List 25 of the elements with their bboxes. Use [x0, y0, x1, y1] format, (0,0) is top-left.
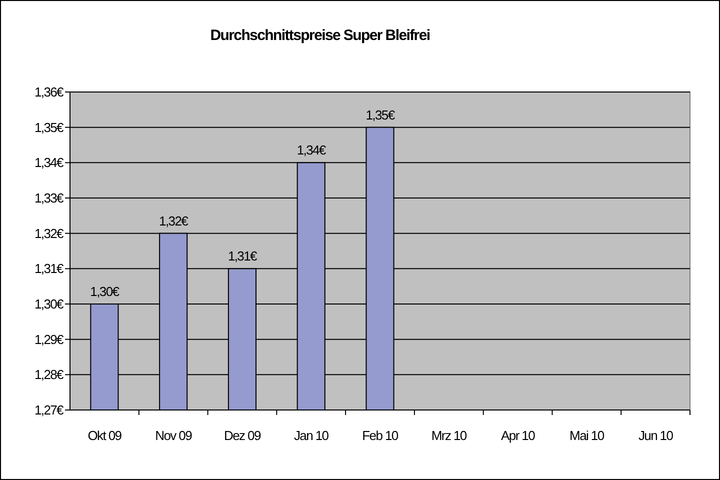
y-tick-label: 1,35€: [34, 120, 65, 135]
x-tick-label: Mai 10: [570, 428, 604, 443]
y-tick-label: 1,32€: [34, 226, 65, 241]
x-tick-label: Dez 09: [224, 428, 261, 443]
x-tick-label: Jun 10: [638, 428, 674, 443]
x-tick-label: Feb 10: [362, 428, 398, 443]
data-label: 1,32€: [159, 213, 190, 228]
y-tick-label: 1,30€: [34, 296, 65, 312]
x-tick-label: Jan 10: [294, 428, 329, 443]
x-tick-label: Apr 10: [501, 428, 536, 443]
chart-title: Durchschnittspreise Super Bleifrei: [210, 27, 430, 44]
y-tick-label: 1,36€: [34, 84, 65, 100]
data-label: 1,30€: [90, 284, 120, 299]
x-tick-label: Okt 09: [88, 428, 122, 443]
y-tick-label: 1,28€: [34, 367, 65, 382]
y-tick-label: 1,31€: [34, 261, 65, 276]
data-label: 1,31€: [228, 248, 258, 264]
data-label: 1,34€: [296, 142, 327, 158]
y-tick-label: 1,34€: [34, 155, 65, 170]
x-tick-label: Nov 09: [155, 428, 192, 443]
data-label: 1,35€: [366, 107, 396, 122]
y-tick-label: 1,29€: [34, 332, 65, 347]
y-tick-label: 1,27€: [34, 402, 65, 418]
y-tick-label: 1,33€: [34, 190, 65, 206]
x-tick-label: Mrz 10: [431, 428, 467, 443]
